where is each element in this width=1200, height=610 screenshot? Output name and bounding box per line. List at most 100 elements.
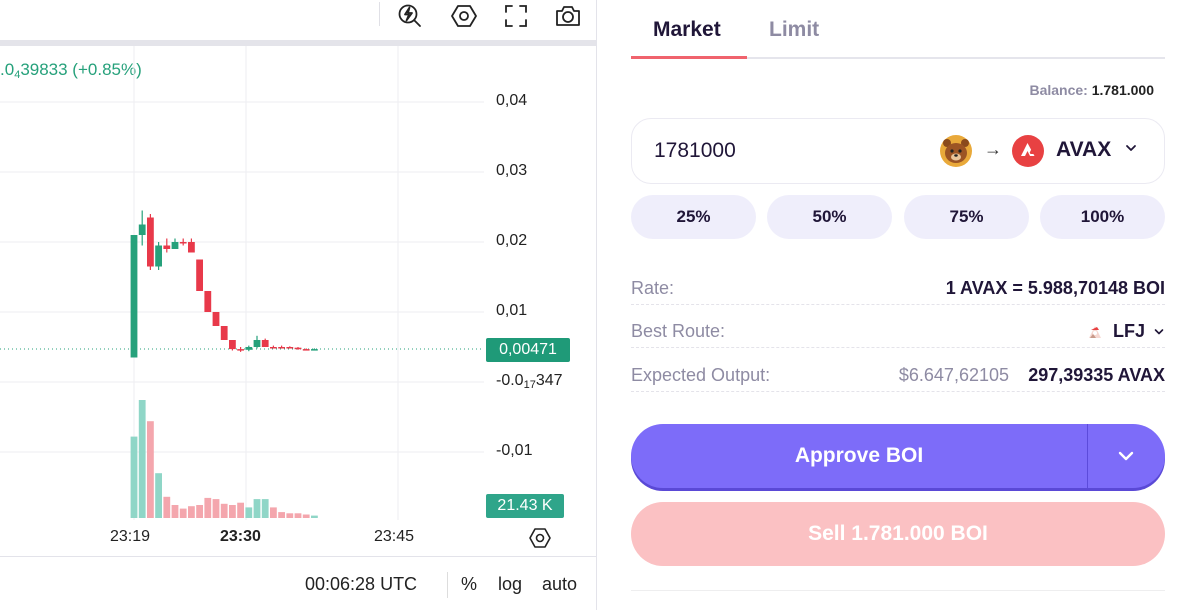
volume-bar bbox=[270, 507, 277, 518]
percent-scale-toggle[interactable]: % bbox=[461, 574, 478, 594]
approve-options-chevron-icon[interactable] bbox=[1115, 448, 1137, 464]
percent-75-button[interactable]: 75% bbox=[904, 195, 1029, 239]
active-tab-indicator bbox=[631, 56, 747, 59]
volume-bar bbox=[286, 513, 294, 518]
volume-bar bbox=[171, 505, 179, 518]
candle-body bbox=[179, 242, 187, 244]
percent-50-button[interactable]: 50% bbox=[767, 195, 892, 239]
fullscreen-icon[interactable] bbox=[500, 0, 532, 32]
route-selector[interactable]: LFJ bbox=[1085, 321, 1165, 342]
candle-body bbox=[163, 245, 171, 249]
to-token-label[interactable]: AVAX bbox=[1056, 138, 1112, 161]
volume-bar bbox=[220, 503, 228, 518]
candle-body bbox=[196, 259, 203, 291]
hexagon-settings-icon[interactable] bbox=[448, 0, 480, 32]
candlestick-chart[interactable] bbox=[0, 0, 596, 560]
candle-body bbox=[147, 217, 154, 267]
tab-market[interactable]: Market bbox=[653, 18, 721, 41]
route-row: Best Route: LFJ bbox=[631, 313, 1165, 348]
approve-button[interactable]: Approve BOI bbox=[631, 424, 1165, 488]
bottom-bar-divider bbox=[447, 572, 448, 598]
volume-bar bbox=[212, 499, 220, 518]
chart-header-bar bbox=[0, 40, 596, 46]
y-tick-label: 0,01 bbox=[496, 302, 528, 319]
x-tick-label: 23:19 bbox=[110, 528, 151, 545]
candle-body bbox=[212, 312, 220, 326]
token-select-chevron-icon[interactable] bbox=[1124, 141, 1138, 155]
utc-clock[interactable]: 00:06:28 UTC bbox=[305, 574, 418, 594]
expected-output-usd: $6.647,62105 bbox=[898, 365, 1009, 385]
candle-body bbox=[237, 349, 244, 351]
volume-bar bbox=[138, 400, 146, 518]
volume-bar bbox=[311, 515, 318, 518]
y-tick-label: -0,01 bbox=[496, 442, 533, 459]
candle-body bbox=[311, 349, 318, 351]
rate-label: Rate: bbox=[631, 278, 675, 298]
candle-body bbox=[302, 349, 310, 351]
volume-bar bbox=[155, 473, 162, 518]
volume-bar bbox=[196, 505, 203, 518]
log-scale-toggle[interactable]: log bbox=[498, 574, 523, 594]
candle-body bbox=[138, 224, 146, 235]
arrow-right-icon: → bbox=[984, 139, 1002, 159]
price-change-subscript: 4 bbox=[14, 69, 21, 81]
volume-bar bbox=[147, 421, 154, 518]
small-tick-prefix: -0.0 bbox=[496, 372, 524, 389]
lfj-logo-icon bbox=[1088, 325, 1101, 338]
balance: Balance: 1.781.000 bbox=[1029, 82, 1154, 98]
volume-bar bbox=[245, 507, 253, 518]
avax-token-icon bbox=[1012, 135, 1044, 167]
balance-label: Balance: bbox=[1029, 82, 1088, 98]
route-label: Best Route: bbox=[631, 321, 726, 341]
volume-bar bbox=[302, 514, 310, 518]
candle-body bbox=[229, 340, 236, 350]
price-change-prefix: .0 bbox=[0, 60, 15, 79]
candle-body bbox=[286, 347, 294, 349]
tabs-underline bbox=[631, 57, 1165, 59]
small-tick-rest: 347 bbox=[535, 372, 563, 389]
current-price-tag: 0,00471 bbox=[486, 338, 570, 362]
tab-limit[interactable]: Limit bbox=[769, 18, 820, 41]
candle-body bbox=[155, 245, 162, 267]
y-tick-label: 0,02 bbox=[496, 232, 528, 249]
chart-toolbar bbox=[0, 0, 596, 40]
candle-body bbox=[245, 347, 253, 350]
x-tick-label: 23:30 bbox=[220, 528, 261, 545]
amount-input[interactable] bbox=[654, 136, 904, 166]
expected-output-label: Expected Output: bbox=[631, 365, 771, 385]
balance-value[interactable]: 1.781.000 bbox=[1091, 82, 1154, 98]
auto-scale-toggle[interactable]: auto bbox=[542, 574, 578, 594]
chart-panel: .0439833 (+0.85%) 0,04 0,03 0,02 0,01 -0… bbox=[0, 0, 597, 610]
volume-bar bbox=[163, 496, 171, 518]
toolbar-divider bbox=[379, 2, 380, 26]
price-change-value: 39833 (+0.85%) bbox=[20, 60, 142, 79]
candle-body bbox=[188, 242, 195, 253]
volume-bar bbox=[237, 502, 244, 518]
route-value: LFJ bbox=[1112, 321, 1145, 341]
candle-body bbox=[278, 347, 285, 349]
percent-100-button[interactable]: 100% bbox=[1040, 195, 1165, 239]
route-chevron-icon bbox=[1154, 328, 1164, 334]
rate-value: 1 AVAX = 5.988,70148 BOI bbox=[945, 278, 1165, 298]
y-tick-label: 0,03 bbox=[496, 162, 528, 179]
volume-bar bbox=[229, 505, 236, 518]
approve-button-label: Approve BOI bbox=[794, 444, 924, 467]
volume-bar bbox=[204, 497, 212, 518]
rate-row: Rate: 1 AVAX = 5.988,70148 BOI bbox=[631, 270, 1165, 305]
candle-body bbox=[294, 347, 302, 350]
flash-search-icon[interactable] bbox=[394, 0, 426, 32]
percent-25-button[interactable]: 25% bbox=[631, 195, 756, 239]
candle-body bbox=[261, 340, 269, 347]
small-tick-subscript: 17 bbox=[523, 379, 536, 391]
candle-body bbox=[253, 340, 261, 347]
boi-token-icon bbox=[940, 135, 972, 167]
chart-bottom-bar: 00:06:28 UTC % log auto bbox=[0, 566, 596, 602]
volume-bar bbox=[278, 512, 285, 518]
chart-settings-icon[interactable] bbox=[528, 526, 552, 550]
volume-bar bbox=[179, 508, 187, 518]
trade-panel: Market Limit Balance: 1.781.000 → AVAX 2 bbox=[597, 0, 1200, 610]
sell-button[interactable]: Sell 1.781.000 BOI bbox=[631, 502, 1165, 566]
camera-icon[interactable] bbox=[552, 0, 584, 32]
candle-body bbox=[204, 291, 212, 312]
candle-body bbox=[270, 347, 277, 349]
